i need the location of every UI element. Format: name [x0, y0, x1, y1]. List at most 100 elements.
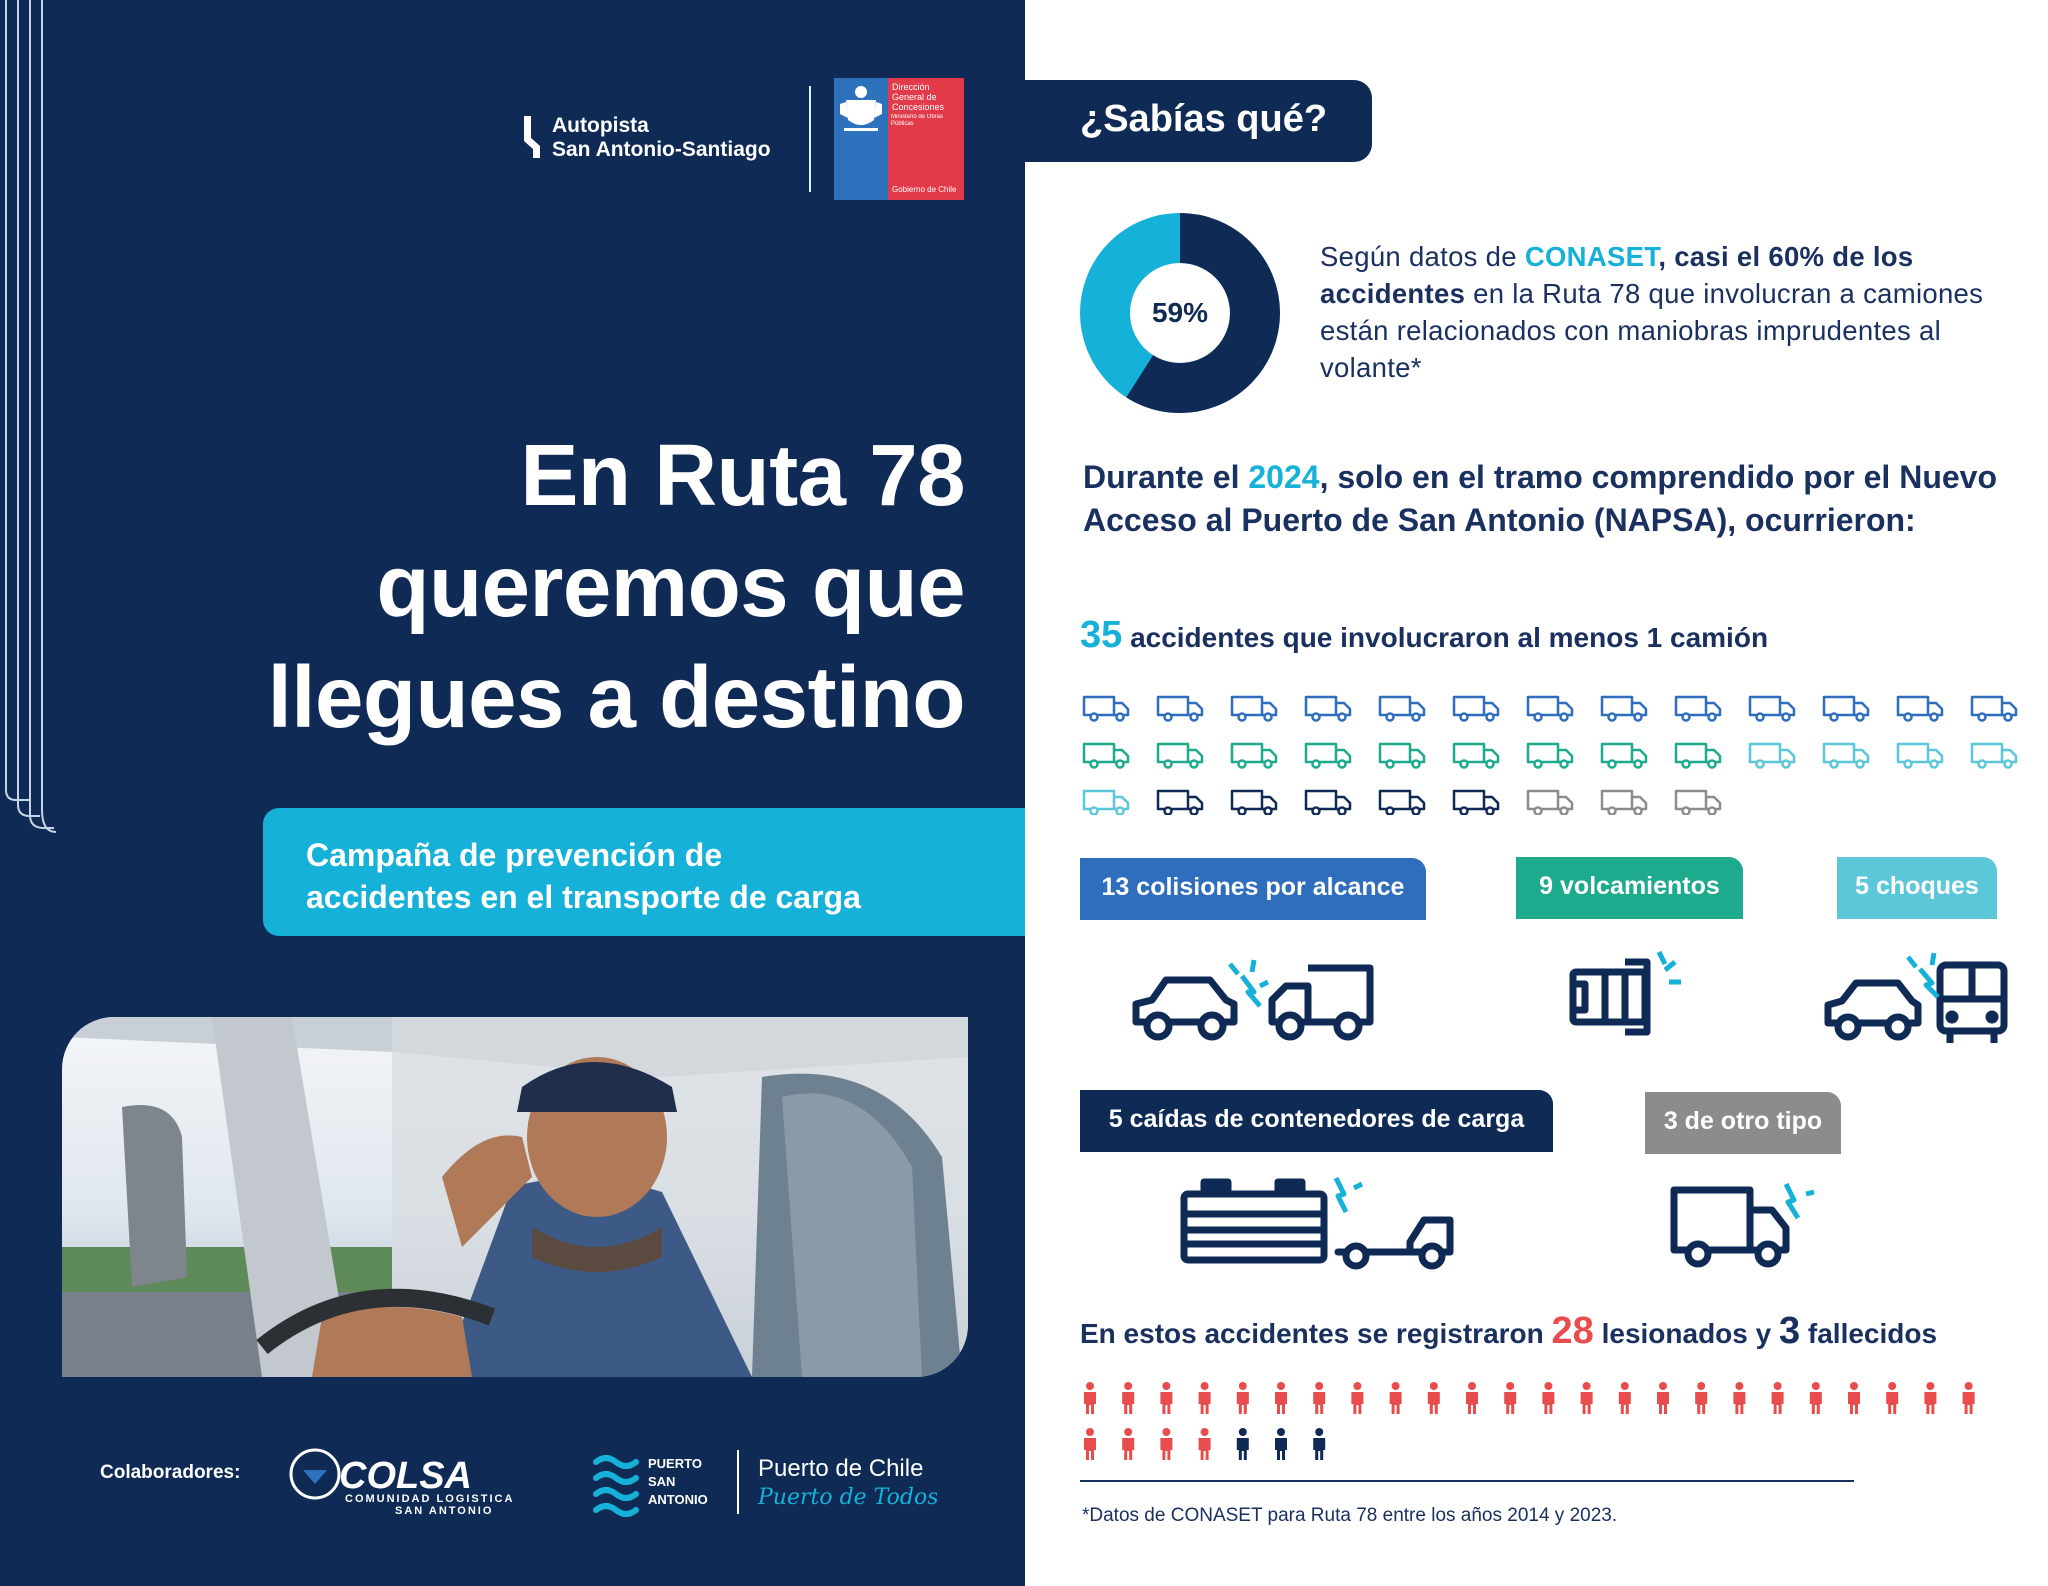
gov-line3: Concesiones — [892, 102, 945, 112]
truck-pictogram — [1230, 742, 1278, 769]
puerto-chile-text: Puerto de Chile — [758, 1455, 923, 1482]
truck-pictogram — [1600, 789, 1648, 815]
puerto-todos-text: Puerto de Todos — [757, 1485, 937, 1510]
truck-pictogram — [1378, 742, 1426, 769]
dead-count: 3 — [1778, 1310, 1801, 1352]
decorative-lines — [5, 0, 57, 833]
colsa-name: COLSA — [339, 1455, 472, 1497]
category-container-falls: 5 caídas de contenedores de carga — [1080, 1090, 1553, 1152]
sabias-que-badge: ¿Sabías qué? — [1022, 80, 1372, 162]
truck-pictogram — [1600, 742, 1648, 769]
injured-person-icon — [1695, 1382, 1708, 1414]
truck-pictogram — [1304, 695, 1352, 722]
truck-pictogram — [1674, 742, 1722, 769]
injured-person-icon — [1084, 1382, 1096, 1414]
injured-person-icon — [1733, 1382, 1746, 1414]
truck-pictogram — [1230, 789, 1278, 815]
hero-title: En Ruta 78 queremos que llegues a destin… — [100, 420, 966, 753]
autopista-brand: Autopista San Antonio-Santiago — [552, 114, 771, 162]
puerto-line3: ANTONIO — [648, 1492, 708, 1507]
injured-count: 28 — [1551, 1310, 1594, 1352]
injured-person-icon — [1886, 1382, 1899, 1414]
injured-person-icon — [1809, 1382, 1822, 1414]
injured-person-icon — [1122, 1382, 1135, 1414]
puerto-san-antonio-logo: PUERTO SAN ANTONIO Puerto de Chile Puert… — [593, 1450, 937, 1517]
gov-line1: Dirección — [892, 82, 930, 92]
injured-person-icon — [1962, 1382, 1975, 1414]
truck-driver-photo — [62, 1017, 968, 1377]
colsa-sub2: SAN ANTONIO — [395, 1505, 493, 1516]
truck-pictogram — [1748, 695, 1796, 722]
victims-summary: En estos accidentes se registraron 28 le… — [1080, 1310, 1937, 1353]
header-logos: Autopista San Antonio-Santiago Dirección… — [522, 78, 972, 202]
colsa-sub1: COMUNIDAD LOGISTICA — [345, 1493, 514, 1505]
fact-pre: Según datos de — [1320, 241, 1525, 272]
injured-person-icon — [1198, 1382, 1211, 1414]
injured-person-icon — [1122, 1428, 1135, 1460]
injured-person-icon — [1351, 1382, 1364, 1414]
injured-person-icon — [1771, 1382, 1784, 1414]
truck-pictogram — [1526, 789, 1574, 815]
injured-person-icon — [1275, 1382, 1287, 1414]
collaborators-label: Colaboradores: — [100, 1462, 241, 1483]
crash-icon — [1824, 952, 2008, 1043]
puerto-line1: PUERTO — [648, 1456, 702, 1471]
truck-pictogram — [1304, 742, 1352, 769]
truck-pictogram — [1156, 789, 1204, 815]
container-fall-icon — [1180, 1176, 1454, 1270]
injured-person-icon — [1389, 1382, 1402, 1414]
donut-value-arc — [1080, 213, 1280, 413]
donut-chart — [1080, 213, 1280, 413]
people-pictogram-grid — [1084, 1382, 1975, 1460]
truck-pictogram — [1674, 789, 1722, 815]
period-year: 2024 — [1248, 459, 1320, 495]
truck-pictogram — [1600, 695, 1648, 722]
donut-percent-label: 59% — [1151, 297, 1209, 328]
gov-footer: Gobierno de Chile — [892, 185, 957, 194]
fact-rest: en la Ruta 78 que involucran a camiones … — [1320, 278, 1984, 383]
hero-title-line1: En Ruta 78 — [520, 427, 965, 524]
rear-collision-icon — [1132, 959, 1374, 1041]
injured-person-icon — [1657, 1382, 1669, 1414]
colsa-logo: COLSA COMUNIDAD LOGISTICA SAN ANTONIO — [289, 1448, 514, 1516]
truck-pictogram — [1378, 695, 1426, 722]
logo-separator — [809, 86, 811, 192]
injured-person-icon — [1466, 1382, 1478, 1414]
injured-person-icon — [1313, 1382, 1326, 1414]
truck-pictogram — [1230, 695, 1278, 722]
injured-person-icon — [1542, 1382, 1555, 1414]
injured-person-icon — [1084, 1428, 1096, 1460]
category-other: 3 de otro tipo — [1645, 1092, 1841, 1154]
rollover-icon — [1569, 950, 1681, 1036]
truck-pictogram — [1526, 742, 1574, 769]
hero-title-line3: llegues a destino — [267, 649, 966, 746]
injured-person-icon — [1160, 1382, 1173, 1414]
injured-person-icon — [1236, 1382, 1249, 1414]
total-accidents: 35 accidentes que involucraron al menos … — [1080, 614, 1768, 657]
injured-person-icon — [1924, 1382, 1937, 1414]
category-crashes: 5 choques — [1837, 857, 1997, 919]
injured-person-icon — [1160, 1428, 1173, 1460]
injured-person-icon — [1504, 1382, 1517, 1414]
total-count: 35 — [1080, 614, 1123, 656]
truck-pictogram — [1082, 789, 1130, 815]
truck-pictogram — [1970, 742, 2018, 769]
category-rollovers: 9 volcamientos — [1516, 857, 1743, 919]
campaign-banner: Campaña de prevención de accidentes en e… — [263, 808, 1025, 936]
campaign-line1: Campaña de prevención de — [306, 837, 723, 873]
truck-pictogram — [1082, 742, 1130, 769]
left-panel: Autopista San Antonio-Santiago Dirección… — [0, 0, 1025, 1586]
truck-pictogram — [1748, 742, 1796, 769]
truck-pictogram — [1378, 789, 1426, 815]
truck-pictogram — [1452, 742, 1500, 769]
fact-bold: , casi el 60% de los accidentes — [1320, 241, 1914, 309]
category-rear-collisions: 13 colisiones por alcance — [1080, 858, 1426, 920]
gov-ministry: Ministerio de Obras Públicas — [891, 114, 944, 127]
fact-source: CONASET — [1524, 241, 1659, 272]
truck-pictogram — [1822, 695, 1870, 722]
victims-pre: En estos accidentes se registraron — [1080, 1318, 1552, 1349]
deceased-person-icon — [1236, 1428, 1249, 1460]
truck-pictogram — [1304, 789, 1352, 815]
period-pre: Durante el — [1083, 459, 1249, 495]
deceased-person-icon — [1275, 1428, 1287, 1460]
